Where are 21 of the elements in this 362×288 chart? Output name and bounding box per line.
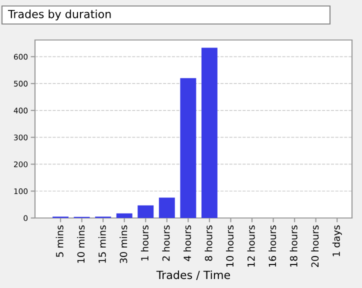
x-tick-label: 30 mins [120, 225, 128, 264]
chart-title: Trades by duration [8, 10, 111, 20]
x-tick-label: 1 days [332, 225, 342, 256]
x-axis-title: Trades / Time [156, 270, 230, 280]
x-tick-label: 20 hours [311, 225, 319, 268]
bar [138, 205, 154, 218]
x-tick-label: 10 mins [77, 225, 85, 263]
x-tick-label: 8 hours [204, 225, 212, 261]
bar [201, 48, 218, 218]
x-tick-label: 1 hours [140, 225, 148, 260]
x-tick-label: 4 hours [183, 225, 191, 262]
x-tick-label: 15 mins [98, 225, 106, 263]
x-tick-label: 2 hours [162, 225, 170, 261]
bar [158, 198, 175, 218]
x-tick-label: 16 hours [268, 225, 276, 267]
bar [116, 213, 132, 218]
x-tick-label: 10 hours [226, 225, 234, 267]
x-tick-label: 12 hours [247, 225, 255, 267]
bar [180, 78, 196, 218]
x-tick-label: 18 hours [290, 225, 298, 267]
x-tick-label: 5 mins [56, 225, 64, 257]
